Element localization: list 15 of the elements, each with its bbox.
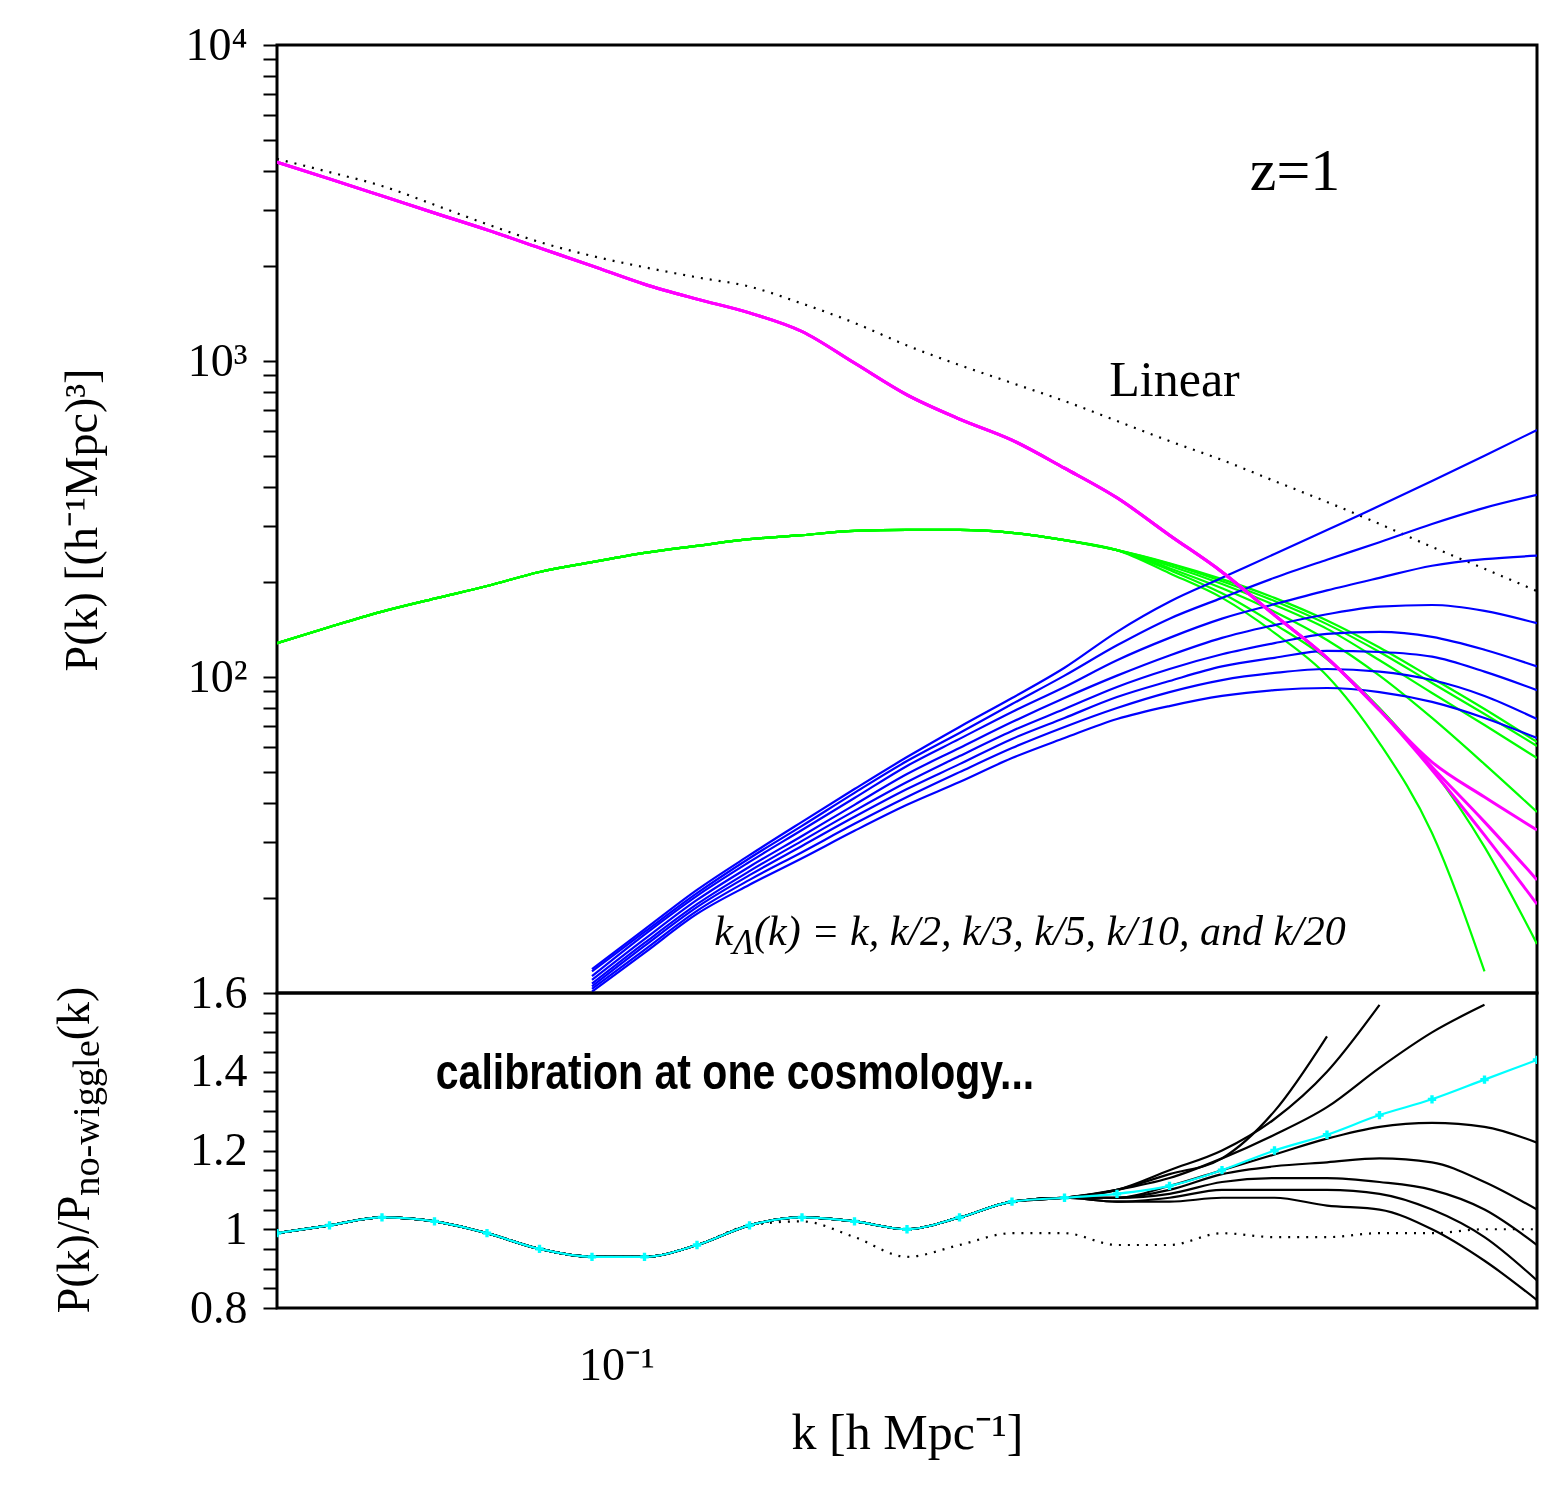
y-tick-label: 0.8 xyxy=(190,1281,248,1333)
y-axis-title: P(k) [(h⁻¹Mpc)³] xyxy=(56,368,107,672)
y-tick-label: 10² xyxy=(187,650,248,702)
series-label: Linear xyxy=(1109,351,1241,408)
y-tick-label: 1.6 xyxy=(190,966,248,1018)
x-axis-title: k [h Mpc⁻¹] xyxy=(791,1403,1024,1460)
annotation: z=1 xyxy=(1249,137,1341,203)
text: 10⁻¹ xyxy=(579,1339,655,1390)
annotation: k$_{Λ}$(k) = k, k/2, k/3, k/5, k/10, and k/20 xyxy=(714,907,1346,963)
annotation: calibration at one cosmology... xyxy=(435,1044,1035,1100)
y-tick-label: 1.2 xyxy=(190,1124,248,1175)
y-tick-label: 10⁴ xyxy=(185,18,248,70)
y-tick-label: 10³ xyxy=(187,334,248,386)
y-tick-label: 1.4 xyxy=(190,1045,248,1097)
y-tick-label: 1 xyxy=(224,1202,248,1254)
